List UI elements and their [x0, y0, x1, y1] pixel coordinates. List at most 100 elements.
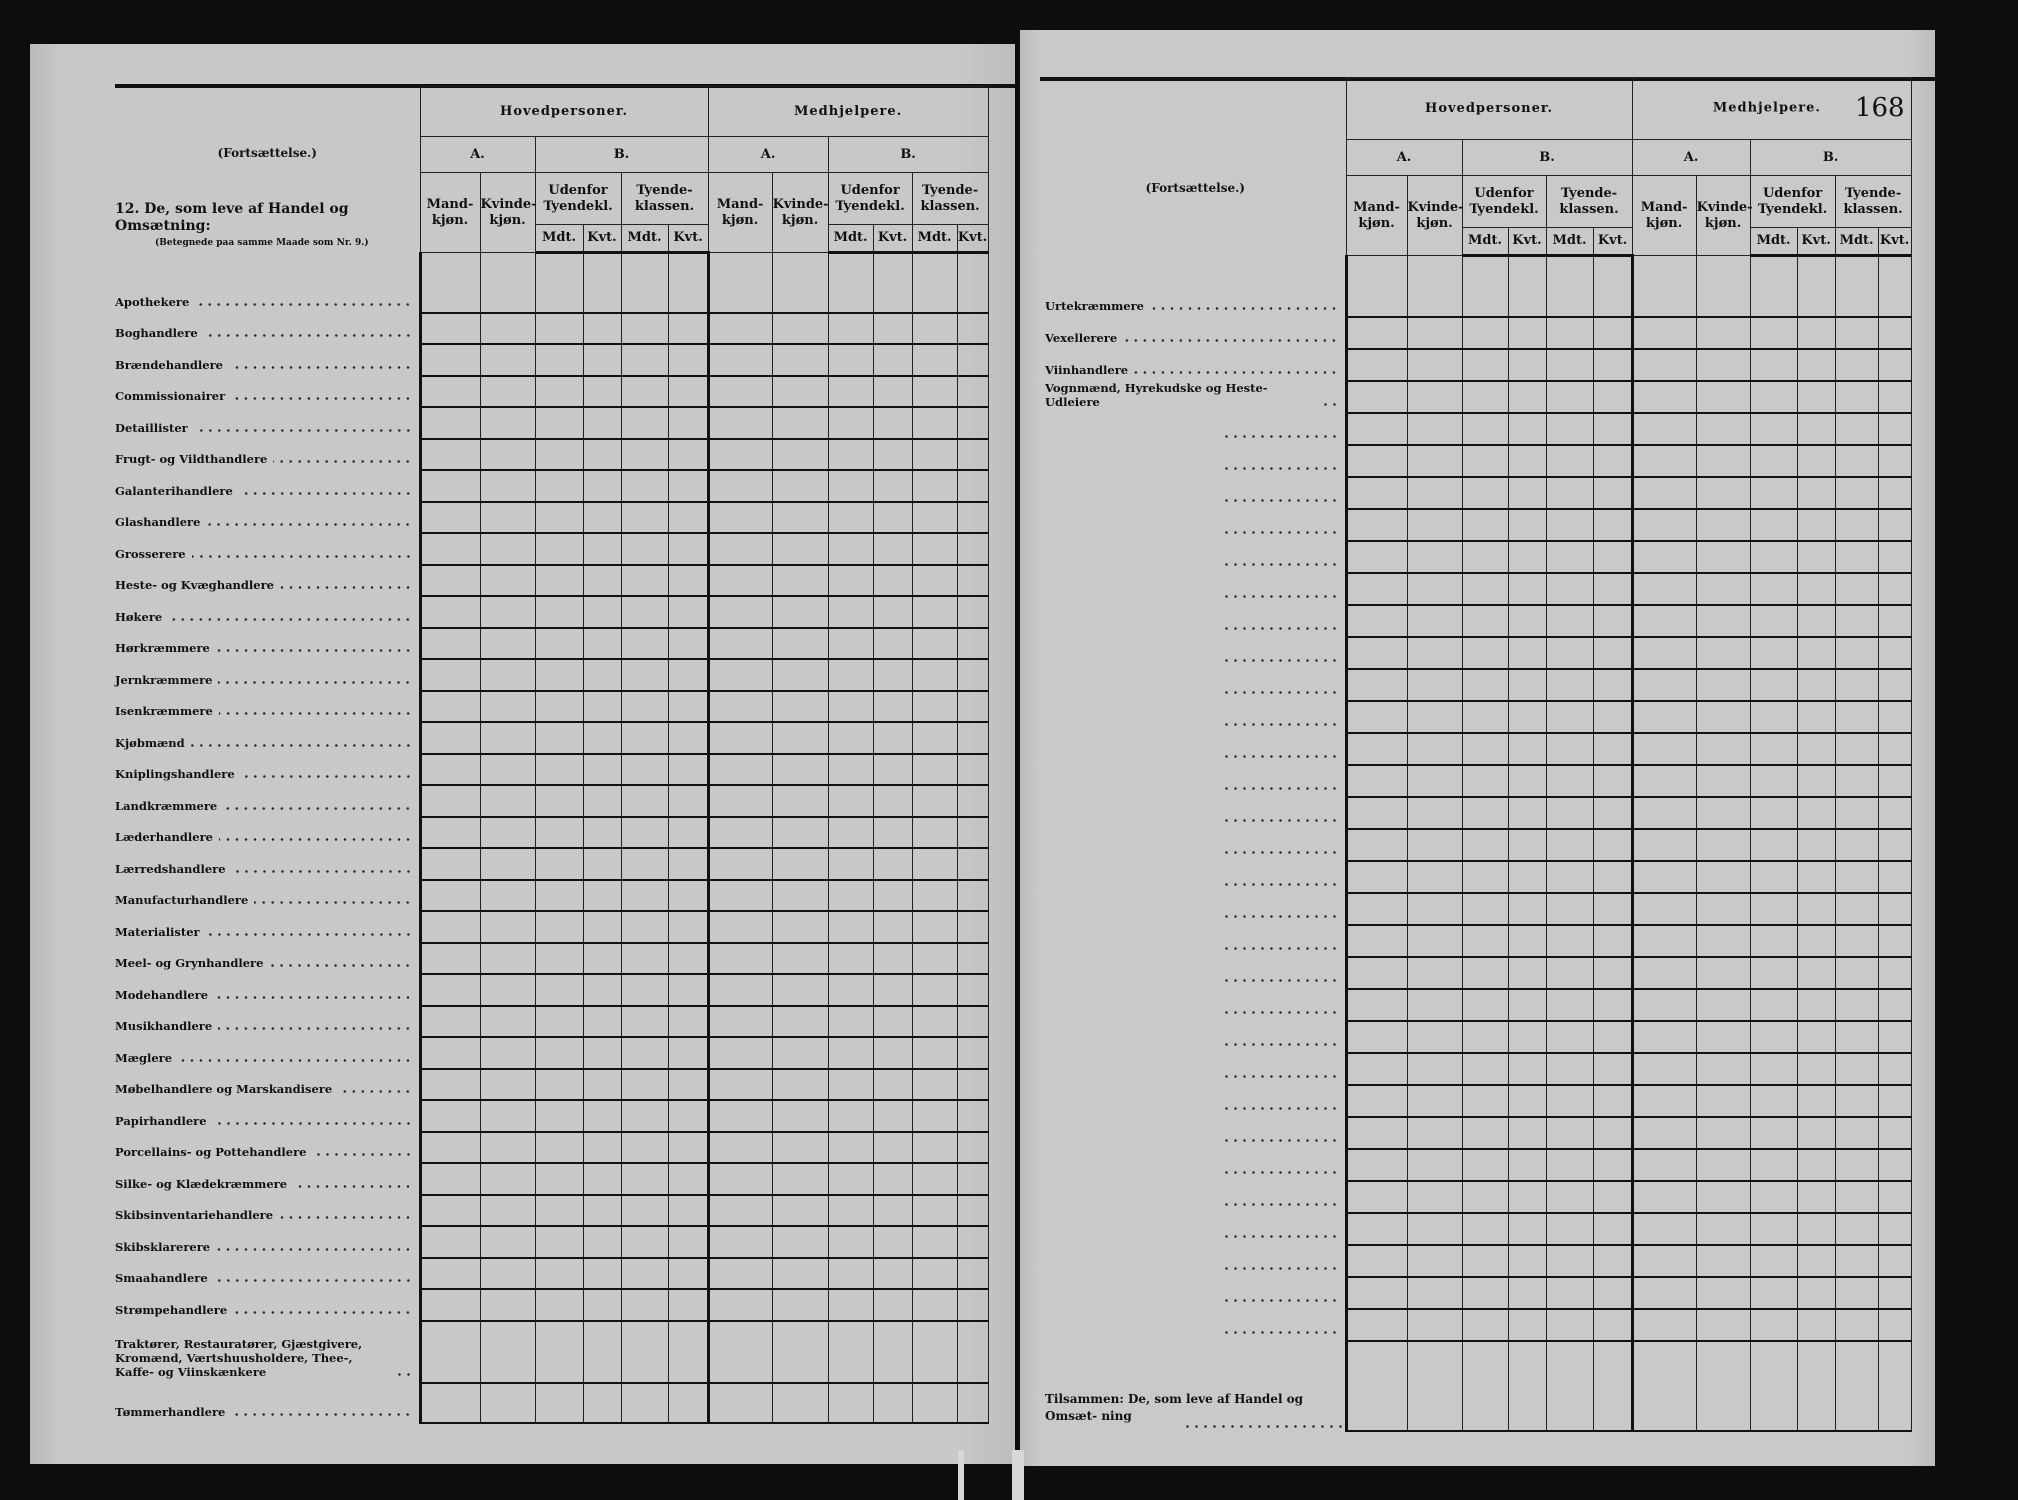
data-cell[interactable] [1545, 540, 1594, 574]
data-cell[interactable] [1749, 1052, 1798, 1086]
data-cell[interactable] [1344, 380, 1408, 414]
data-cell[interactable] [956, 1257, 989, 1290]
data-cell[interactable] [1545, 412, 1594, 446]
data-cell[interactable] [956, 848, 989, 881]
data-cell[interactable] [911, 942, 958, 975]
data-cell[interactable] [827, 816, 874, 849]
data-cell[interactable] [1461, 604, 1509, 638]
data-cell[interactable] [667, 438, 709, 471]
data-cell[interactable] [1834, 604, 1879, 638]
data-cell[interactable] [620, 816, 669, 849]
data-cell[interactable] [620, 690, 669, 723]
data-cell[interactable] [479, 564, 536, 597]
data-cell[interactable] [1834, 1244, 1879, 1278]
data-cell[interactable] [667, 533, 709, 566]
data-cell[interactable] [418, 252, 481, 314]
data-cell[interactable] [1796, 956, 1836, 990]
data-cell[interactable] [667, 1163, 709, 1196]
data-cell[interactable] [956, 911, 989, 944]
data-cell[interactable] [1695, 1212, 1751, 1246]
data-cell[interactable] [771, 1194, 829, 1227]
data-cell[interactable] [1834, 700, 1879, 734]
data-cell[interactable] [1630, 380, 1697, 414]
data-cell[interactable] [534, 1005, 584, 1038]
data-cell[interactable] [1796, 348, 1836, 382]
data-cell[interactable] [667, 470, 709, 503]
data-cell[interactable] [1630, 1148, 1697, 1182]
data-cell[interactable] [418, 533, 481, 566]
data-cell[interactable] [1749, 636, 1798, 670]
data-cell[interactable] [771, 753, 829, 786]
data-cell[interactable] [1545, 796, 1594, 830]
data-cell[interactable] [418, 690, 481, 723]
data-cell[interactable] [534, 1037, 584, 1070]
data-cell[interactable] [479, 690, 536, 723]
data-cell[interactable] [771, 974, 829, 1007]
data-cell[interactable] [1406, 732, 1463, 766]
data-cell[interactable] [582, 438, 622, 471]
data-cell[interactable] [911, 1100, 958, 1133]
data-cell[interactable] [479, 1320, 536, 1384]
data-cell[interactable] [872, 659, 913, 692]
data-cell[interactable] [1877, 764, 1912, 798]
data-cell[interactable] [418, 1068, 481, 1101]
data-cell[interactable] [827, 1100, 874, 1133]
data-cell[interactable] [956, 470, 989, 503]
data-cell[interactable] [1507, 988, 1547, 1022]
data-cell[interactable] [1796, 1340, 1836, 1432]
data-cell[interactable] [1344, 1244, 1408, 1278]
data-cell[interactable] [1630, 860, 1697, 894]
data-cell[interactable] [1507, 636, 1547, 670]
data-cell[interactable] [1749, 1148, 1798, 1182]
data-cell[interactable] [1592, 1308, 1633, 1342]
data-cell[interactable] [1630, 1052, 1697, 1086]
data-cell[interactable] [1796, 892, 1836, 926]
data-cell[interactable] [1461, 1340, 1509, 1432]
data-cell[interactable] [534, 375, 584, 408]
data-cell[interactable] [706, 1005, 773, 1038]
data-cell[interactable] [872, 816, 913, 849]
data-cell[interactable] [1507, 444, 1547, 478]
data-cell[interactable] [418, 911, 481, 944]
data-cell[interactable] [1507, 1308, 1547, 1342]
data-cell[interactable] [1406, 1084, 1463, 1118]
data-cell[interactable] [479, 785, 536, 818]
data-cell[interactable] [771, 911, 829, 944]
data-cell[interactable] [1545, 255, 1594, 318]
data-cell[interactable] [1592, 1276, 1633, 1310]
data-cell[interactable] [827, 533, 874, 566]
data-cell[interactable] [956, 659, 989, 692]
data-cell[interactable] [911, 312, 958, 345]
data-cell[interactable] [706, 753, 773, 786]
data-cell[interactable] [706, 690, 773, 723]
data-cell[interactable] [1545, 508, 1594, 542]
data-cell[interactable] [1461, 828, 1509, 862]
data-cell[interactable] [534, 879, 584, 912]
data-cell[interactable] [1406, 1308, 1463, 1342]
data-cell[interactable] [479, 1131, 536, 1164]
data-cell[interactable] [1507, 255, 1547, 318]
data-cell[interactable] [1796, 1148, 1836, 1182]
data-cell[interactable] [872, 911, 913, 944]
data-cell[interactable] [706, 564, 773, 597]
data-cell[interactable] [827, 848, 874, 881]
data-cell[interactable] [418, 816, 481, 849]
data-cell[interactable] [1834, 1148, 1879, 1182]
data-cell[interactable] [1749, 956, 1798, 990]
data-cell[interactable] [872, 1100, 913, 1133]
data-cell[interactable] [1461, 1308, 1509, 1342]
data-cell[interactable] [911, 1226, 958, 1259]
data-cell[interactable] [1630, 412, 1697, 446]
data-cell[interactable] [620, 344, 669, 377]
data-cell[interactable] [911, 627, 958, 660]
data-cell[interactable] [1344, 1052, 1408, 1086]
data-cell[interactable] [479, 942, 536, 975]
data-cell[interactable] [1630, 668, 1697, 702]
data-cell[interactable] [706, 375, 773, 408]
data-cell[interactable] [1344, 572, 1408, 606]
data-cell[interactable] [1507, 764, 1547, 798]
data-cell[interactable] [1461, 380, 1509, 414]
data-cell[interactable] [1507, 1020, 1547, 1054]
data-cell[interactable] [771, 1382, 829, 1424]
data-cell[interactable] [1592, 572, 1633, 606]
